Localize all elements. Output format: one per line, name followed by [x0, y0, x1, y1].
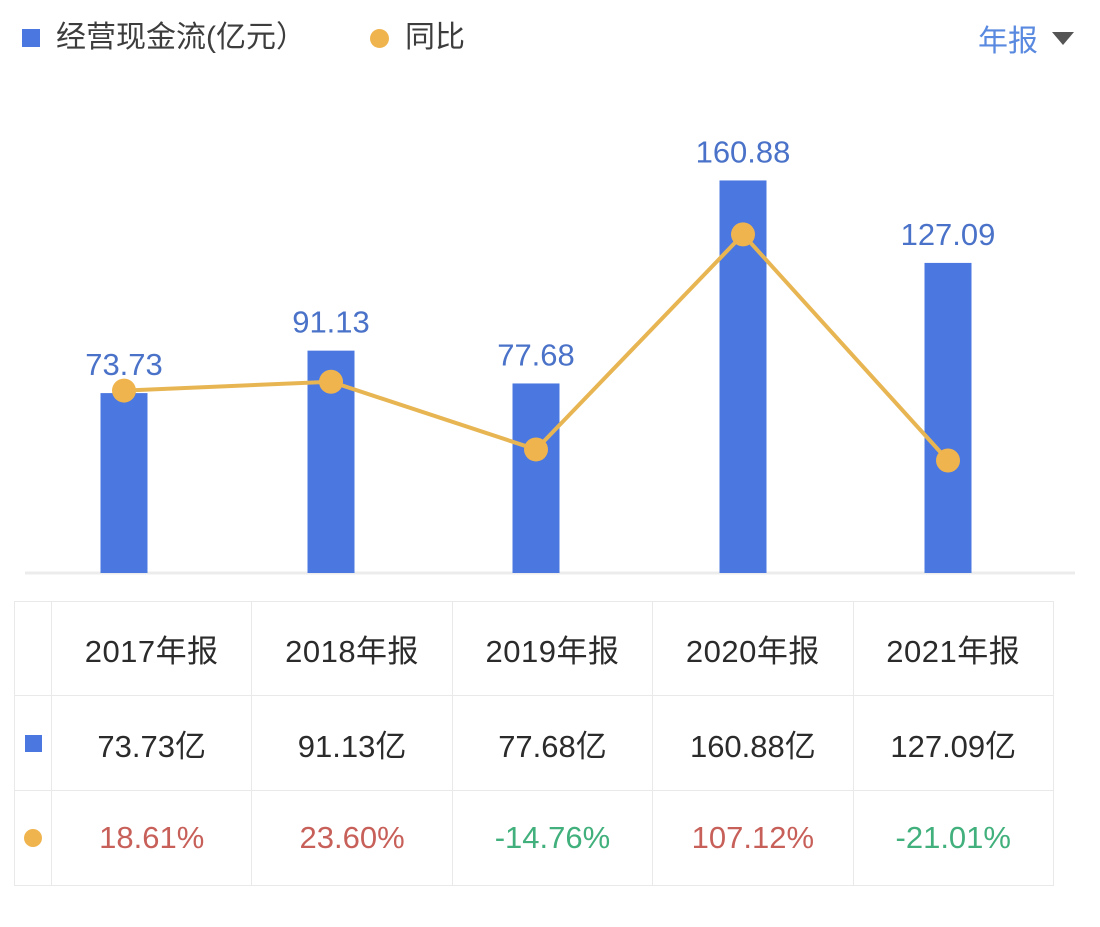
chart-legend-bar: 经营现金流(亿元） 同比 年报 [0, 0, 1100, 74]
bar-value-label: 91.13 [292, 305, 370, 340]
table-column-header: 2017年报 [50, 601, 253, 696]
bar [924, 262, 972, 573]
table-header-row: 2017年报 2018年报 2019年报 2020年报 2021年报 [14, 601, 1054, 696]
line-marker [524, 437, 548, 462]
period-selector-dropdown[interactable]: 年报 [978, 18, 1074, 58]
circle-swatch-icon [370, 28, 389, 48]
bar-value-label: 127.09 [901, 217, 996, 252]
legend-label-yoy: 同比 [405, 21, 465, 54]
legend-item-cash-flow[interactable]: 经营现金流(亿元） [22, 18, 306, 58]
bar [512, 383, 560, 573]
table-row: 18.61% 23.60% -14.76% 107.12% -21.01% [14, 790, 1054, 886]
table-column-header: 2021年报 [852, 601, 1054, 696]
table-row: 73.73亿 91.13亿 77.68亿 160.88亿 127.09亿 [14, 695, 1054, 791]
bar-value-label: 77.68 [497, 337, 575, 372]
table-cell: 160.88亿 [652, 695, 854, 791]
yoy-marker-group [112, 222, 960, 473]
chart-plot-area: 73.73 91.13 77.68 160.88 127.09 [0, 74, 1100, 594]
combo-chart-svg: 73.73 91.13 77.68 160.88 127.09 [25, 134, 1075, 575]
table-cell: -14.76% [451, 790, 654, 886]
table-cell: 73.73亿 [50, 695, 253, 791]
line-marker [936, 448, 960, 473]
table-cell: 23.60% [251, 790, 453, 886]
table-column-header: 2018年报 [251, 601, 453, 696]
legend-item-yoy[interactable]: 同比 [370, 18, 465, 58]
table-cell: 18.61% [50, 790, 253, 886]
line-marker [319, 369, 343, 394]
table-cell: 77.68亿 [451, 695, 654, 791]
table-corner-cell [14, 601, 52, 696]
data-table: 2017年报 2018年报 2019年报 2020年报 2021年报 73.73… [14, 601, 1054, 886]
square-swatch-icon [22, 29, 40, 47]
bar [100, 393, 148, 573]
square-swatch-icon [24, 734, 42, 752]
row-marker-cell [14, 695, 52, 791]
line-marker [112, 378, 136, 403]
bar-value-label: 73.73 [85, 347, 163, 382]
table-column-header: 2019年报 [451, 601, 654, 696]
table-cell: 107.12% [652, 790, 854, 886]
row-marker-cell [14, 790, 52, 886]
table-cell: 127.09亿 [852, 695, 1054, 791]
data-table-container: 2017年报 2018年报 2019年报 2020年报 2021年报 73.73… [14, 601, 1054, 886]
table-column-header: 2020年报 [652, 601, 854, 696]
legend-label-cash-flow: 经营现金流(亿元） [56, 21, 306, 54]
bar-value-label: 160.88 [696, 134, 791, 169]
period-selector-label: 年报 [978, 25, 1038, 58]
chevron-down-icon [1052, 31, 1074, 45]
circle-swatch-icon [24, 829, 42, 847]
table-cell: 91.13亿 [251, 695, 453, 791]
bar-series-group [100, 180, 972, 573]
line-marker [731, 222, 755, 247]
bar-value-label-group: 73.73 91.13 77.68 160.88 127.09 [85, 134, 995, 382]
table-cell: -21.01% [852, 790, 1054, 886]
